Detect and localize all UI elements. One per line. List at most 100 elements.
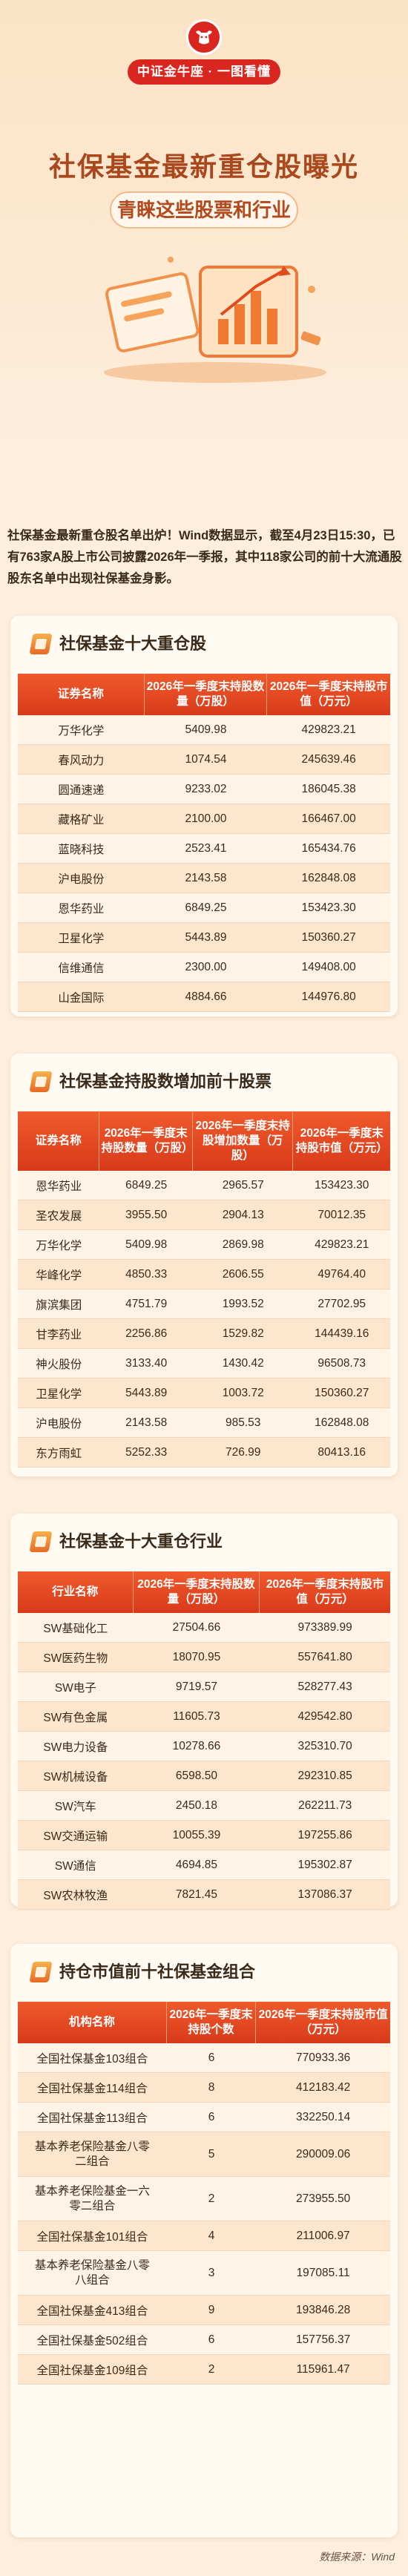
table-cell-value: 2300.00 bbox=[144, 953, 268, 982]
section-title: 持仓市值前十社保基金组合 bbox=[29, 1959, 255, 1985]
section-marker-icon bbox=[29, 1071, 53, 1092]
table-cell-value: 2143.58 bbox=[99, 1408, 193, 1438]
table-cell-name: 全国社保基金109组合 bbox=[18, 2355, 167, 2385]
table-cell-value: 150360.27 bbox=[293, 1379, 390, 1408]
table-cell-value: 245639.46 bbox=[267, 745, 390, 775]
table-cell-value: 2965.57 bbox=[192, 1171, 294, 1200]
table-cell-value: 166467.00 bbox=[267, 804, 390, 834]
table-row: 基本养老保险基金八零八组合 3 197085.11 bbox=[18, 2251, 390, 2296]
table-header: 证券名称 bbox=[18, 674, 145, 715]
table-cell-name: 卫星化学 bbox=[18, 1379, 100, 1408]
table-cell-value: 1003.72 bbox=[192, 1379, 294, 1408]
table-row: 全国社保基金502组合 6 157756.37 bbox=[18, 2325, 390, 2355]
table-row: 全国社保基金113组合 6 332250.14 bbox=[18, 2103, 390, 2132]
table-cell-value: 137086.37 bbox=[260, 1880, 390, 1910]
table-row: SW基础化工 27504.66 973389.99 bbox=[18, 1613, 390, 1643]
table-cell-value: 157756.37 bbox=[256, 2325, 390, 2355]
table-cell-value: 186045.38 bbox=[267, 775, 390, 804]
table-cell-value: 412183.42 bbox=[256, 2073, 390, 2103]
table-row: 恩华药业 6849.25 153423.30 bbox=[18, 893, 390, 923]
table-cell-name: SW农林牧渔 bbox=[18, 1880, 134, 1910]
table-row: 万华化学 5409.98 429823.21 bbox=[18, 715, 390, 745]
section-marker-icon bbox=[29, 634, 53, 654]
bull-logo-icon bbox=[186, 19, 222, 55]
table-cell-name: 蓝晓科技 bbox=[18, 834, 145, 864]
table-row: 万华化学 5409.98 2869.98 429823.21 bbox=[18, 1230, 390, 1260]
table-row: 圣农发展 3955.50 2904.13 70012.35 bbox=[18, 1200, 390, 1230]
table-row: SW医药生物 18070.95 557641.80 bbox=[18, 1643, 390, 1672]
table-cell-value: 211006.97 bbox=[256, 2221, 390, 2251]
table-cell-name: 基本养老保险基金八零八组合 bbox=[18, 2251, 167, 2296]
table-cell-value: 193846.28 bbox=[256, 2296, 390, 2325]
table-cell-value: 4 bbox=[166, 2221, 257, 2251]
table-cell-value: 144976.80 bbox=[267, 982, 390, 1012]
table-cell-value: 290009.06 bbox=[256, 2132, 390, 2177]
table-row: SW农林牧渔 7821.45 137086.37 bbox=[18, 1880, 390, 1910]
table-cell-value: 4751.79 bbox=[99, 1289, 193, 1319]
table-cell-value: 5443.89 bbox=[144, 923, 268, 953]
table-row: 东方雨虹 5252.33 726.99 80413.16 bbox=[18, 1438, 390, 1468]
table-cell-name: 恩华药业 bbox=[18, 893, 145, 923]
table-cell-name: 春风动力 bbox=[18, 745, 145, 775]
table-cell-value: 1430.42 bbox=[192, 1349, 294, 1379]
table-row: 藏格矿业 2100.00 166467.00 bbox=[18, 804, 390, 834]
section-marker-icon bbox=[29, 1531, 53, 1552]
table-cell-value: 162848.08 bbox=[267, 864, 390, 893]
table-cell-name: SW汽车 bbox=[18, 1791, 134, 1821]
table-row: 全国社保基金413组合 9 193846.28 bbox=[18, 2296, 390, 2325]
table-header: 2026年一季度末持股增加数量（万股） bbox=[192, 1111, 294, 1171]
table-cell-value: 165434.76 bbox=[267, 834, 390, 864]
table-cell-value: 9233.02 bbox=[144, 775, 268, 804]
table-cell-value: 49764.40 bbox=[293, 1260, 390, 1289]
page-title: 社保基金最新重仓股曝光 bbox=[48, 151, 359, 182]
table-cell-value: 5409.98 bbox=[144, 715, 268, 745]
table-cell-name: 万华化学 bbox=[18, 715, 145, 745]
table-cell-value: 985.53 bbox=[192, 1408, 294, 1438]
table-cell-value: 2450.18 bbox=[133, 1791, 260, 1821]
table-cell-value: 197085.11 bbox=[256, 2251, 390, 2296]
table-cell-value: 7821.45 bbox=[133, 1880, 260, 1910]
table-row: 沪电股份 2143.58 162848.08 bbox=[18, 864, 390, 893]
table-cell-value: 4850.33 bbox=[99, 1260, 193, 1289]
table-cell-value: 80413.16 bbox=[293, 1438, 390, 1468]
table-row: 圆通速递 9233.02 186045.38 bbox=[18, 775, 390, 804]
table-cell-name: 全国社保基金103组合 bbox=[18, 2043, 167, 2073]
table-cell-value: 1993.52 bbox=[192, 1289, 294, 1319]
table-cell-value: 332250.14 bbox=[256, 2103, 390, 2132]
top10-stocks-table: 证券名称 2026年一季度末持股数量（万股） 2026年一季度末持股市值（万元）… bbox=[18, 674, 390, 1012]
table-cell-value: 10278.66 bbox=[133, 1732, 260, 1761]
table-row: 全国社保基金109组合 2 115961.47 bbox=[18, 2355, 390, 2385]
section-increase-top10: 社保基金持股数增加前十股票 证券名称 2026年一季度末持股数量（万股） 202… bbox=[10, 1054, 398, 1476]
table-cell-name: 藏格矿业 bbox=[18, 804, 145, 834]
table-row: 基本养老保险基金八零二组合 5 290009.06 bbox=[18, 2132, 390, 2177]
table-cell-value: 4884.66 bbox=[144, 982, 268, 1012]
table-cell-value: 429823.21 bbox=[293, 1230, 390, 1260]
table-cell-name: 神火股份 bbox=[18, 1349, 100, 1379]
table-cell-name: SW电子 bbox=[18, 1672, 134, 1702]
table-cell-value: 149408.00 bbox=[267, 953, 390, 982]
table-row: 神火股份 3133.40 1430.42 96508.73 bbox=[18, 1349, 390, 1379]
table-header: 2026年一季度末持股数量（万股） bbox=[133, 1571, 260, 1613]
document-chart-illustration-icon bbox=[104, 257, 326, 383]
table-cell-name: SW医药生物 bbox=[18, 1643, 134, 1672]
table-cell-name: 万华化学 bbox=[18, 1230, 100, 1260]
table-cell-value: 273955.50 bbox=[256, 2177, 390, 2221]
table-cell-name: SW通信 bbox=[18, 1850, 134, 1880]
table-cell-name: 旗滨集团 bbox=[18, 1289, 100, 1319]
table-header: 2026年一季度末持股市值（万元） bbox=[260, 1571, 390, 1613]
table-row: 全国社保基金101组合 4 211006.97 bbox=[18, 2221, 390, 2251]
table-cell-name: 信维通信 bbox=[18, 953, 145, 982]
table-cell-value: 6 bbox=[166, 2103, 257, 2132]
table-row: SW交通运输 10055.39 197255.86 bbox=[18, 1821, 390, 1850]
table-header: 2026年一季度末持股数量（万股） bbox=[99, 1111, 193, 1171]
table-cell-value: 197255.86 bbox=[260, 1821, 390, 1850]
top10-portfolios-table: 机构名称 2026年一季度末持股个数 2026年一季度末持股市值（万元） 全国社… bbox=[18, 2002, 390, 2385]
table-cell-value: 5 bbox=[166, 2132, 257, 2177]
table-cell-name: 沪电股份 bbox=[18, 1408, 100, 1438]
table-row: SW电子 9719.57 528277.43 bbox=[18, 1672, 390, 1702]
table-cell-name: SW有色金属 bbox=[18, 1702, 134, 1732]
table-row: 信维通信 2300.00 149408.00 bbox=[18, 953, 390, 982]
table-cell-value: 8 bbox=[166, 2073, 257, 2103]
table-cell-value: 6849.25 bbox=[144, 893, 268, 923]
